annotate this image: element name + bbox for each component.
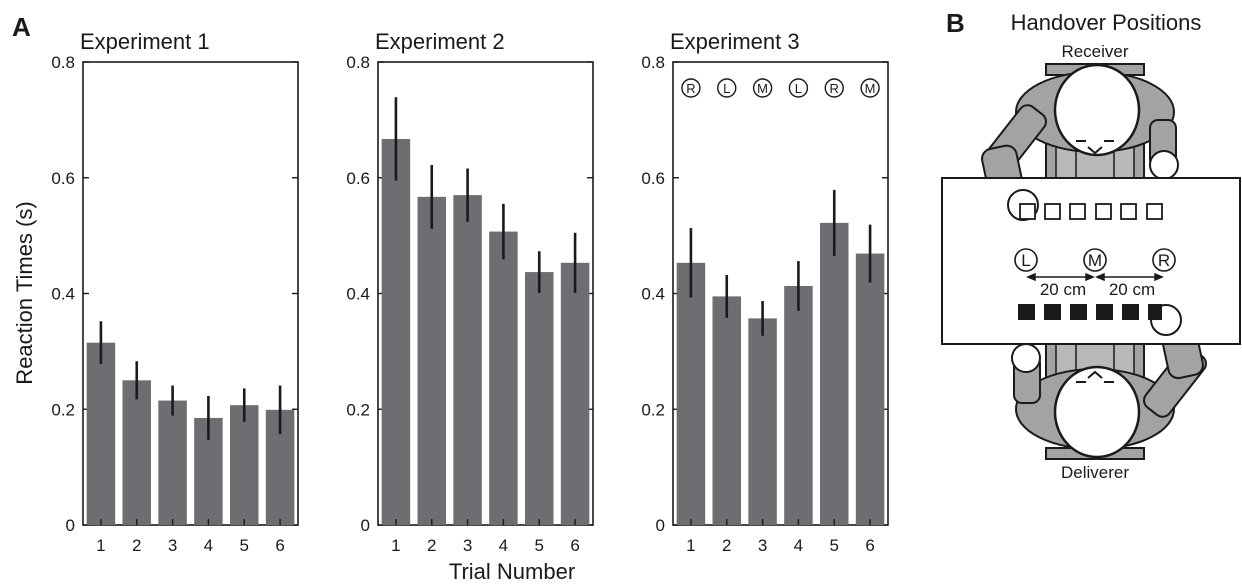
x-tick-label: 6 <box>570 536 579 555</box>
diagram-title: Handover Positions <box>1011 10 1202 35</box>
y-tick-label: 0 <box>656 516 665 535</box>
y-tick-label: 0.6 <box>51 169 75 188</box>
x-tick-label: 1 <box>96 536 105 555</box>
position-annotation: R <box>686 81 695 96</box>
x-tick-label: 2 <box>132 536 141 555</box>
y-tick-label: 0.8 <box>51 53 75 72</box>
deliverer-figure <box>1011 324 1207 460</box>
bar <box>453 195 482 526</box>
x-tick-label: 1 <box>391 536 400 555</box>
position-annotation: M <box>757 81 768 96</box>
position-left-marker <box>1014 248 1038 272</box>
panel-a-label: A <box>12 12 31 42</box>
y-tick-label: 0.6 <box>346 169 370 188</box>
position-right-marker <box>1152 248 1176 272</box>
position-annotation: L <box>723 81 730 96</box>
x-tick-label: 1 <box>686 536 695 555</box>
y-tick-label: 0 <box>361 516 370 535</box>
bar <box>86 342 116 525</box>
x-tick-label: 4 <box>204 536 213 555</box>
position-annotation-circle <box>681 78 701 98</box>
filled-squares-row <box>1018 304 1162 320</box>
position-annotation-circle <box>752 78 773 98</box>
bar <box>230 405 259 525</box>
chart-title: Experiment 2 <box>375 29 505 54</box>
y-tick-label: 0.8 <box>641 53 665 72</box>
position-markers: L M R <box>1014 248 1176 272</box>
y-tick-label: 0.2 <box>641 400 665 419</box>
distance-arrows <box>1026 272 1164 282</box>
position-annotation-circle <box>824 78 844 98</box>
y-tick-label: 0 <box>66 516 75 535</box>
bar <box>676 262 706 525</box>
chart-title: Experiment 3 <box>670 29 800 54</box>
x-tick-label: 4 <box>499 536 508 555</box>
position-annotation-circle <box>788 78 809 98</box>
bar <box>560 262 590 525</box>
bar <box>417 196 446 525</box>
deliverer-label: Deliverer <box>1061 463 1129 482</box>
position-annotation-circle <box>717 78 737 98</box>
panel-b-label: B <box>946 8 965 38</box>
bar <box>158 400 187 525</box>
x-tick-label: 3 <box>463 536 472 555</box>
x-tick-label: 5 <box>830 536 839 555</box>
x-axis-label: Trial Number <box>449 559 575 584</box>
position-annotation: L <box>795 81 802 96</box>
receiver-figure <box>981 63 1179 200</box>
y-tick-label: 0.4 <box>51 285 75 304</box>
x-tick-label: 3 <box>168 536 177 555</box>
bar <box>784 285 813 525</box>
x-tick-label: 2 <box>722 536 731 555</box>
bar <box>748 318 777 525</box>
bar <box>489 231 518 526</box>
x-tick-label: 3 <box>758 536 767 555</box>
chart-experiment-3: Experiment 3 0 0.2 0.4 0.6 0.8 1 R 2 L 3 M 4 L 5 R 6 M <box>641 29 889 555</box>
bar <box>381 138 411 525</box>
position-right-label: R <box>1158 251 1170 270</box>
x-tick-label: 5 <box>535 536 544 555</box>
bar <box>712 296 741 525</box>
distance-label-left: 20 cm <box>1040 280 1086 299</box>
plot-frame <box>82 61 299 526</box>
position-annotation: M <box>865 81 876 96</box>
x-tick-label: 5 <box>240 536 249 555</box>
y-axis-label: Reaction Times (s) <box>12 201 37 384</box>
plot-frame <box>377 61 594 526</box>
empty-squares-row <box>1019 203 1163 220</box>
y-tick-label: 0.6 <box>641 169 665 188</box>
position-middle-marker <box>1083 248 1107 272</box>
position-annotation: R <box>830 81 839 96</box>
position-left-label: L <box>1021 251 1030 270</box>
y-tick-label: 0.8 <box>346 53 370 72</box>
x-tick-label: 6 <box>275 536 284 555</box>
y-tick-label: 0.4 <box>346 285 370 304</box>
y-tick-label: 0.2 <box>346 400 370 419</box>
position-annotation-circle <box>860 78 880 98</box>
x-tick-label: 4 <box>794 536 803 555</box>
receiver-label: Receiver <box>1061 42 1128 61</box>
distance-label-right: 20 cm <box>1109 280 1155 299</box>
chart-experiment-2: Experiment 2 0 0.2 0.4 0.6 0.8 1 2 3 4 5 6 <box>346 29 594 555</box>
bar <box>525 272 554 525</box>
x-tick-label: 2 <box>427 536 436 555</box>
chart-experiment-1: Experiment 1 0 0.2 0.4 0.6 0.8 1 2 3 4 5 6 <box>51 29 299 555</box>
bar <box>820 222 849 525</box>
y-tick-label: 0.2 <box>51 400 75 419</box>
position-middle-label: M <box>1088 251 1102 270</box>
chart-title: Experiment 1 <box>80 29 210 54</box>
y-tick-label: 0.4 <box>641 285 665 304</box>
handover-diagram: B Handover Positions Receiver <box>941 8 1241 482</box>
x-tick-label: 6 <box>865 536 874 555</box>
bar <box>855 253 885 525</box>
plot-frame <box>672 61 889 526</box>
bar <box>122 380 151 525</box>
